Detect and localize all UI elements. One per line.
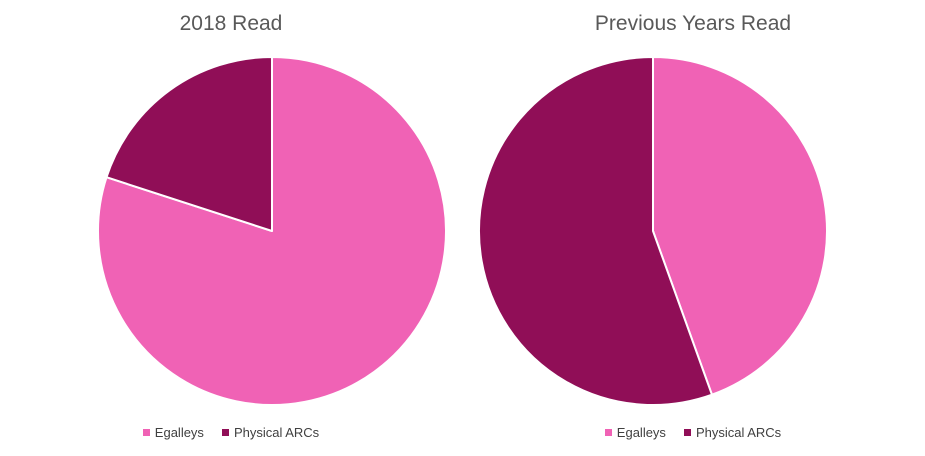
chart-title: Previous Years Read [594, 12, 792, 35]
pie-slice-physical-arcs [105, 56, 273, 232]
legend-swatch-egalleys [142, 429, 150, 436]
pie-svg [97, 56, 447, 406]
chart-title: 2018 Read [179, 12, 283, 35]
legend-label: Physical ARCs [695, 425, 782, 440]
pie-slice-physical-arcs [478, 56, 713, 406]
legend-item-egalleys: Egalleys [142, 425, 204, 440]
legend-label: Egalleys [154, 425, 204, 440]
legend-swatch-physical-arcs [683, 429, 691, 436]
pie-chart-previous-years: Previous Years Read Egalleys Physical AR… [462, 0, 924, 456]
legend-item-physical-arcs: Physical ARCs [683, 425, 782, 440]
legend: Egalleys Physical ARCs [0, 425, 462, 440]
legend: Egalleys Physical ARCs [462, 425, 924, 440]
legend-swatch-egalleys [604, 429, 612, 436]
legend-label: Egalleys [616, 425, 666, 440]
pie-svg [478, 56, 828, 406]
pie-chart-2018: 2018 Read Egalleys Physical ARCs [0, 0, 462, 456]
legend-item-physical-arcs: Physical ARCs [221, 425, 320, 440]
legend-swatch-physical-arcs [221, 429, 229, 436]
legend-item-egalleys: Egalleys [604, 425, 666, 440]
legend-label: Physical ARCs [233, 425, 320, 440]
pie-slice-egalleys [652, 56, 828, 396]
